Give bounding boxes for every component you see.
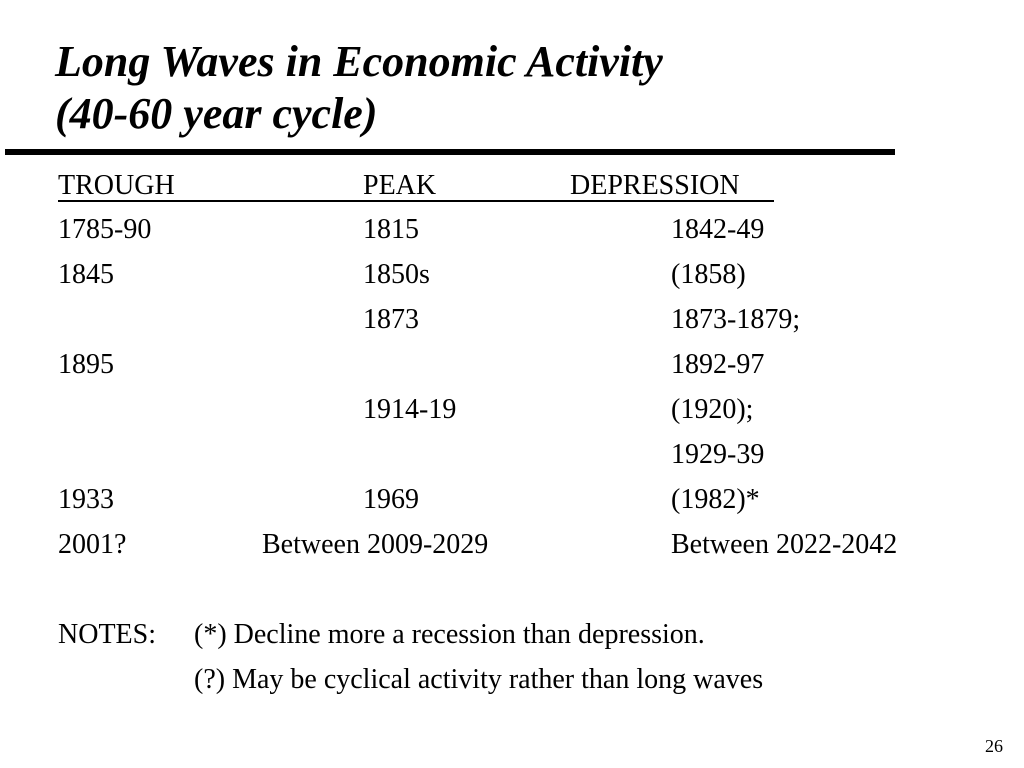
row-7-peak: 1969: [363, 484, 419, 515]
header-trough: TROUGH: [58, 170, 175, 201]
header-peak: PEAK: [363, 170, 437, 201]
row-7-trough: 1933: [58, 484, 114, 515]
row-8-depression: Between 2022-2042: [671, 529, 898, 560]
slide-title: Long Waves in Economic Activity (40-60 y…: [55, 36, 663, 140]
header-depression: DEPRESSION: [570, 170, 740, 201]
header-underline: [58, 200, 774, 202]
notes-label: NOTES:: [58, 619, 156, 650]
row-8-trough: 2001?: [58, 529, 127, 560]
note-recession: (*) Decline more a recession than depres…: [194, 619, 705, 650]
row-6-depression: 1929-39: [671, 439, 765, 470]
row-4-depression: 1892-97: [671, 349, 765, 380]
row-8-peak: Between 2009-2029: [262, 529, 489, 560]
row-2-depression: (1858): [671, 259, 746, 290]
row-2-trough: 1845: [58, 259, 114, 290]
row-3-depression: 1873-1879;: [671, 304, 801, 335]
page-number: 26: [985, 736, 1003, 756]
row-1-peak: 1815: [363, 214, 419, 245]
title-divider: [5, 149, 895, 155]
row-5-depression: (1920);: [671, 394, 754, 425]
title-line-2: (40-60 year cycle): [55, 89, 378, 138]
title-line-1: Long Waves in Economic Activity: [55, 37, 663, 86]
row-7-depression: (1982)*: [671, 484, 760, 515]
row-1-trough: 1785-90: [58, 214, 152, 245]
row-4-trough: 1895: [58, 349, 114, 380]
row-2-peak: 1850s: [363, 259, 430, 290]
note-cyclical: (?) May be cyclical activity rather than…: [194, 664, 764, 695]
row-3-peak: 1873: [363, 304, 419, 335]
row-1-depression: 1842-49: [671, 214, 765, 245]
row-5-peak: 1914-19: [363, 394, 457, 425]
